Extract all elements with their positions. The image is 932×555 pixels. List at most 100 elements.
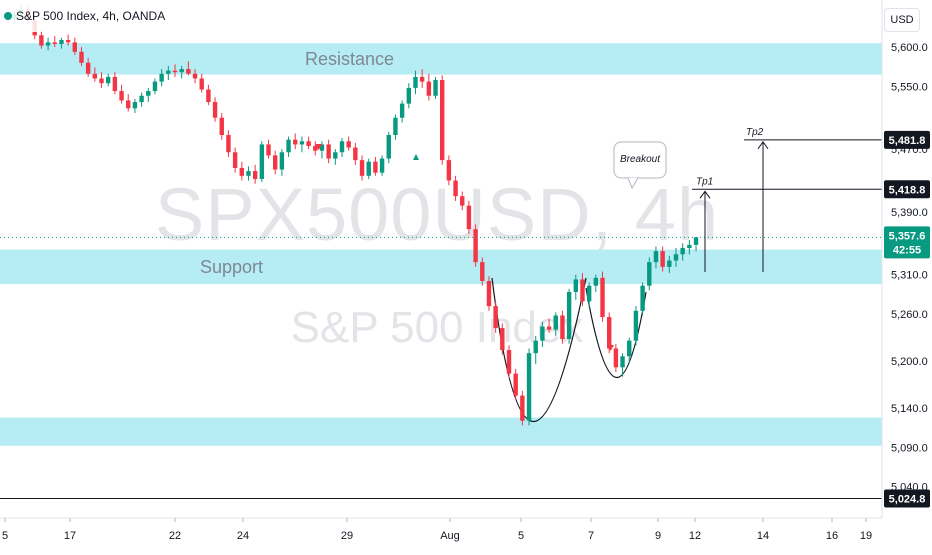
candle-body	[586, 285, 592, 302]
candle-body	[486, 280, 492, 307]
candle-body	[506, 350, 512, 374]
candle-body	[526, 353, 532, 421]
candle-body	[45, 42, 51, 46]
candle-body	[146, 91, 151, 96]
candle-body	[693, 237, 699, 245]
candle-body	[633, 310, 639, 341]
candle-body	[79, 51, 84, 63]
x-axis: 5 17 22 24 29 Aug 5 7 9 12 14 16 19	[2, 518, 872, 542]
candle-body	[520, 395, 525, 421]
candle-body	[92, 73, 98, 79]
candle-body	[299, 141, 305, 145]
currency-button[interactable]: USD	[884, 8, 920, 32]
candle-body	[179, 69, 184, 73]
zone-band	[0, 249, 882, 285]
countdown-label: 42:55	[893, 244, 921, 256]
tp2-label: Tp2	[746, 127, 764, 138]
candle-body	[533, 340, 538, 354]
sell-signal-icon	[607, 345, 614, 351]
candle-body	[620, 356, 625, 368]
candle-body	[453, 180, 458, 197]
live-status-icon	[4, 12, 12, 20]
chart-title: S&P 500 Index, 4h, OANDA	[16, 9, 166, 23]
candle-body	[279, 152, 285, 170]
candle-body	[72, 42, 77, 52]
zone-band	[0, 43, 882, 75]
candle-body	[359, 160, 365, 176]
y-tick-label: 5,260.0	[891, 309, 928, 321]
tp2-price-tag: 5,481.8	[889, 135, 926, 147]
candle-body	[286, 139, 291, 153]
candle-body	[466, 205, 472, 230]
tp1-arrow-head	[699, 190, 711, 199]
candle-body	[206, 89, 211, 103]
candle-body	[232, 152, 238, 168]
candle-body	[59, 40, 64, 44]
candle-body	[293, 139, 298, 145]
candle-body	[566, 291, 572, 340]
candle-body	[85, 62, 91, 74]
candle-body	[119, 91, 124, 101]
candle-body	[366, 161, 371, 176]
y-tick-label: 5,310.0	[891, 270, 928, 282]
x-tick-label: 16	[826, 530, 838, 542]
levels-layer: Tp2 Tp1	[0, 127, 882, 500]
candle-body	[500, 328, 505, 351]
y-tick-label: 5,090.0	[891, 442, 928, 454]
tp1-price-tag: 5,418.8	[889, 184, 926, 196]
price-tags: 5,481.8 5,418.8 5,024.8 5,357.6 42:55	[884, 130, 930, 508]
candle-body	[399, 103, 405, 118]
candle-body	[346, 141, 351, 148]
candle-body	[660, 251, 665, 267]
candle-body	[373, 161, 378, 173]
candle-body	[152, 81, 158, 92]
candle-body	[406, 87, 411, 104]
candle-body	[440, 80, 445, 161]
candle-body	[667, 260, 672, 267]
candle-body	[687, 244, 692, 249]
candle-body	[199, 78, 204, 90]
candle-body	[393, 117, 398, 135]
candle-body	[513, 373, 518, 396]
candle-body	[252, 171, 258, 179]
candle-body	[246, 171, 251, 176]
x-tick-label: 19	[860, 530, 872, 542]
candle-body	[186, 69, 191, 74]
candle-body	[226, 134, 231, 153]
candle-body	[413, 76, 418, 88]
candle-body	[540, 326, 545, 341]
candle-body	[419, 76, 425, 82]
candle-body	[493, 306, 498, 329]
x-tick-label: 24	[237, 530, 249, 542]
candle-body	[132, 102, 138, 109]
candle-body	[339, 141, 345, 153]
candle-body	[319, 144, 325, 151]
breakout-callout-pointer	[627, 177, 639, 190]
candle-body	[386, 134, 391, 159]
candle-body	[573, 279, 578, 292]
candle-body	[326, 144, 331, 159]
candle-body	[473, 229, 478, 263]
candle-body	[640, 285, 645, 311]
x-tick-label: 12	[689, 530, 701, 542]
candle-body	[426, 81, 432, 96]
candle-body	[653, 251, 659, 263]
name-watermark: S&P 500 Index	[291, 303, 584, 352]
candle-body	[212, 102, 218, 118]
base-price-tag-bg	[884, 489, 930, 508]
candle-body	[580, 279, 585, 302]
candle-body	[480, 262, 485, 281]
zones-layer: Resistance Support	[0, 43, 882, 446]
last-price-tag: 5,357.6	[889, 230, 926, 242]
candle-body	[433, 80, 438, 96]
candle-body	[553, 315, 558, 330]
y-axis: 5,600.05,550.05,470.05,390.05,310.05,260…	[891, 42, 928, 494]
x-tick-label: 17	[64, 530, 76, 542]
candle-body	[266, 144, 271, 156]
x-tick-label: 7	[588, 530, 594, 542]
candle-body	[106, 76, 111, 84]
pattern-curve	[585, 287, 647, 378]
tp2-arrow-head	[757, 140, 769, 150]
